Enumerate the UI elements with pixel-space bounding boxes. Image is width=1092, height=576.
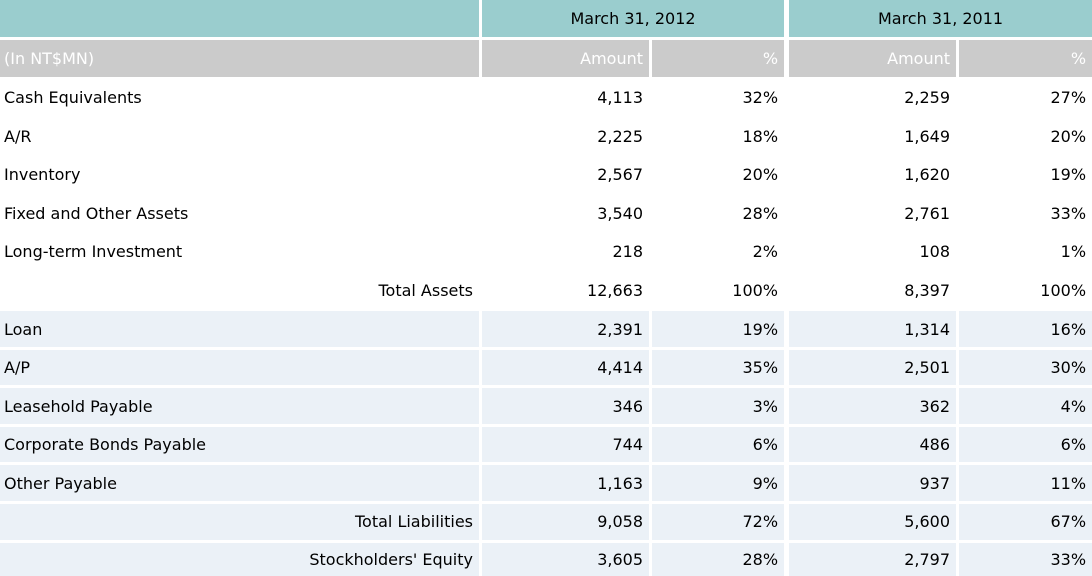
amount-2011-cell: 2,259: [789, 80, 960, 119]
amount-2011-cell: 1,620: [789, 157, 960, 196]
amount-2012-cell: 2,567: [482, 157, 652, 196]
subheader-amount-2011: Amount: [789, 40, 960, 80]
percent-2011-cell: 11%: [959, 465, 1092, 505]
col-group-2011: March 31, 2011: [789, 0, 1092, 40]
amount-2011-cell: 1,314: [789, 311, 960, 350]
amount-2011-cell: 5,600: [789, 504, 960, 543]
amount-2012-cell: 346: [482, 388, 652, 427]
table-row-other-payable: Other Payable 1,163 9% 937 11%: [0, 465, 1092, 505]
amount-2011-cell: 8,397: [789, 272, 960, 312]
row-label: Other Payable: [0, 465, 482, 505]
percent-2011-cell: 27%: [959, 80, 1092, 119]
row-label-stockholders-equity: Stockholders' Equity: [0, 542, 482, 576]
row-label: Leasehold Payable: [0, 388, 482, 427]
table-row-long-term-investment: Long-term Investment 218 2% 108 1%: [0, 234, 1092, 273]
subheader-row: (In NT$MN) Amount % Amount %: [0, 40, 1092, 80]
table-row-ar: A/R 2,225 18% 1,649 20%: [0, 118, 1092, 158]
percent-2012-cell: 2%: [652, 234, 790, 273]
percent-2012-cell: 28%: [652, 542, 790, 576]
amount-2011-cell: 2,761: [789, 195, 960, 235]
percent-2011-cell: 67%: [959, 504, 1092, 543]
row-label: Inventory: [0, 157, 482, 196]
amount-2012-cell: 12,663: [482, 272, 652, 312]
table-row-total-liabilities: Total Liabilities 9,058 72% 5,600 67%: [0, 504, 1092, 543]
row-label-total-assets: Total Assets: [0, 272, 482, 312]
table-row-corporate-bonds-payable: Corporate Bonds Payable 744 6% 486 6%: [0, 426, 1092, 466]
percent-2011-cell: 4%: [959, 388, 1092, 427]
percent-2012-cell: 6%: [652, 426, 790, 466]
amount-2011-cell: 2,501: [789, 349, 960, 389]
percent-2012-cell: 35%: [652, 349, 790, 389]
table-row-cash-equivalents: Cash Equivalents 4,113 32% 2,259 27%: [0, 80, 1092, 119]
percent-2012-cell: 100%: [652, 272, 790, 312]
amount-2011-cell: 2,797: [789, 542, 960, 576]
percent-2012-cell: 72%: [652, 504, 790, 543]
table-row-fixed-other-assets: Fixed and Other Assets 3,540 28% 2,761 3…: [0, 195, 1092, 235]
amount-2012-cell: 3,605: [482, 542, 652, 576]
table-row-stockholders-equity: Stockholders' Equity 3,605 28% 2,797 33%: [0, 542, 1092, 576]
percent-2011-cell: 16%: [959, 311, 1092, 350]
row-label: A/R: [0, 118, 482, 158]
table-row-ap: A/P 4,414 35% 2,501 30%: [0, 349, 1092, 389]
percent-2011-cell: 100%: [959, 272, 1092, 312]
table-row-loan: Loan 2,391 19% 1,314 16%: [0, 311, 1092, 350]
subheader-percent-2011: %: [959, 40, 1092, 80]
percent-2011-cell: 33%: [959, 195, 1092, 235]
table-row-total-assets: Total Assets 12,663 100% 8,397 100%: [0, 272, 1092, 312]
subheader-percent-2012: %: [652, 40, 790, 80]
percent-2011-cell: 19%: [959, 157, 1092, 196]
percent-2012-cell: 32%: [652, 80, 790, 119]
row-label: A/P: [0, 349, 482, 389]
unit-label: (In NT$MN): [0, 40, 482, 80]
row-label: Corporate Bonds Payable: [0, 426, 482, 466]
row-label: Long-term Investment: [0, 234, 482, 273]
percent-2011-cell: 1%: [959, 234, 1092, 273]
row-label-total-liabilities: Total Liabilities: [0, 504, 482, 543]
amount-2012-cell: 3,540: [482, 195, 652, 235]
table-row-leasehold-payable: Leasehold Payable 346 3% 362 4%: [0, 388, 1092, 427]
amount-2012-cell: 4,414: [482, 349, 652, 389]
date-header-row: March 31, 2012 March 31, 2011: [0, 0, 1092, 40]
amount-2012-cell: 9,058: [482, 504, 652, 543]
percent-2011-cell: 20%: [959, 118, 1092, 158]
amount-2012-cell: 4,113: [482, 80, 652, 119]
col-group-2012: March 31, 2012: [482, 0, 790, 40]
table-row-inventory: Inventory 2,567 20% 1,620 19%: [0, 157, 1092, 196]
percent-2012-cell: 19%: [652, 311, 790, 350]
row-label: Loan: [0, 311, 482, 350]
subheader-amount-2012: Amount: [482, 40, 652, 80]
percent-2011-cell: 30%: [959, 349, 1092, 389]
percent-2012-cell: 28%: [652, 195, 790, 235]
corner-cell: [0, 0, 482, 40]
amount-2011-cell: 108: [789, 234, 960, 273]
percent-2011-cell: 6%: [959, 426, 1092, 466]
row-label: Cash Equivalents: [0, 80, 482, 119]
amount-2011-cell: 937: [789, 465, 960, 505]
amount-2011-cell: 1,649: [789, 118, 960, 158]
amount-2012-cell: 1,163: [482, 465, 652, 505]
percent-2012-cell: 3%: [652, 388, 790, 427]
percent-2012-cell: 18%: [652, 118, 790, 158]
percent-2011-cell: 33%: [959, 542, 1092, 576]
amount-2012-cell: 218: [482, 234, 652, 273]
amount-2012-cell: 2,391: [482, 311, 652, 350]
amount-2012-cell: 2,225: [482, 118, 652, 158]
percent-2012-cell: 9%: [652, 465, 790, 505]
percent-2012-cell: 20%: [652, 157, 790, 196]
amount-2011-cell: 486: [789, 426, 960, 466]
amount-2012-cell: 744: [482, 426, 652, 466]
row-label: Fixed and Other Assets: [0, 195, 482, 235]
amount-2011-cell: 362: [789, 388, 960, 427]
